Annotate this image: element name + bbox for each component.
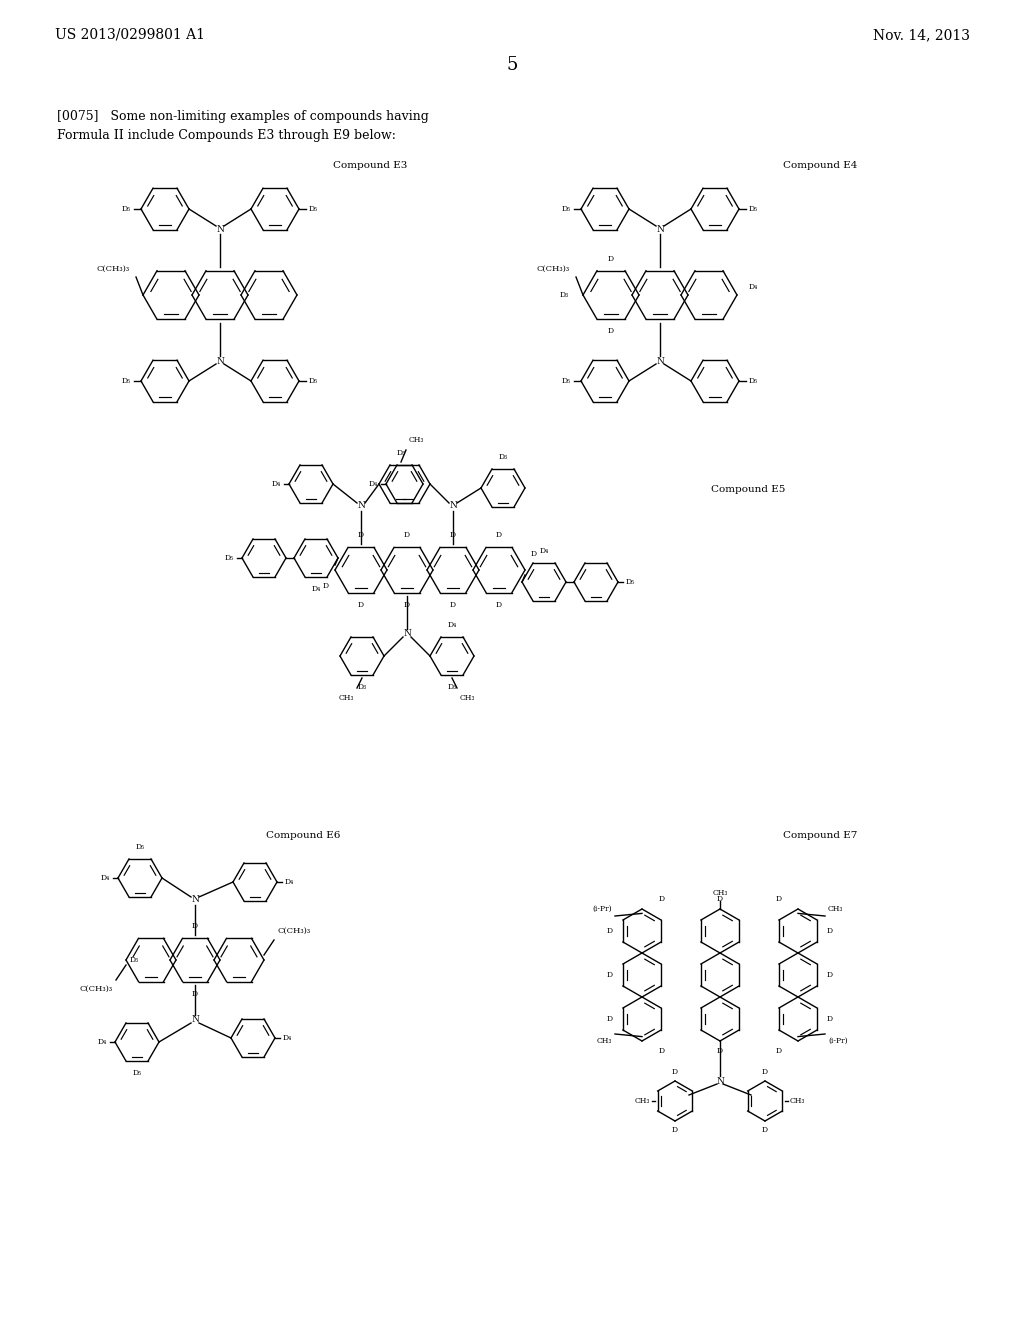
Text: D₃: D₃ xyxy=(357,682,367,690)
Text: C(CH₃)₃: C(CH₃)₃ xyxy=(537,265,570,273)
Text: D₅: D₅ xyxy=(225,554,234,562)
Text: D₄: D₄ xyxy=(100,874,110,882)
Text: D: D xyxy=(607,927,613,935)
Text: D: D xyxy=(672,1126,678,1134)
Text: D₅: D₅ xyxy=(562,378,571,385)
Text: D: D xyxy=(717,895,723,903)
Text: N: N xyxy=(216,224,224,234)
Text: D: D xyxy=(323,582,329,590)
Text: CH₃: CH₃ xyxy=(339,694,354,702)
Text: N: N xyxy=(216,356,224,366)
Text: D₃: D₃ xyxy=(499,453,508,461)
Text: N: N xyxy=(403,630,411,639)
Text: N: N xyxy=(191,1015,199,1024)
Text: CH₃: CH₃ xyxy=(409,436,424,444)
Text: D₅: D₅ xyxy=(309,205,318,213)
Text: Compound E7: Compound E7 xyxy=(782,830,857,840)
Text: D₄: D₄ xyxy=(311,585,321,593)
Text: D: D xyxy=(775,1047,781,1055)
Text: Nov. 14, 2013: Nov. 14, 2013 xyxy=(873,28,970,42)
Text: D: D xyxy=(608,255,614,263)
Text: D₅: D₅ xyxy=(135,843,144,851)
Text: C(CH₃)₃: C(CH₃)₃ xyxy=(278,927,310,935)
Text: CH₃: CH₃ xyxy=(828,906,844,913)
Text: Compound E5: Compound E5 xyxy=(711,486,785,495)
Text: D: D xyxy=(607,1015,613,1023)
Text: D₄: D₄ xyxy=(369,480,378,488)
Text: N: N xyxy=(450,502,457,511)
Text: 5: 5 xyxy=(506,55,518,74)
Text: C(CH₃)₃: C(CH₃)₃ xyxy=(97,265,130,273)
Text: D₃: D₃ xyxy=(130,956,139,964)
Text: (i-Pr): (i-Pr) xyxy=(592,906,612,913)
Text: Compound E4: Compound E4 xyxy=(782,161,857,169)
Text: D: D xyxy=(450,531,456,539)
Text: N: N xyxy=(716,1077,724,1085)
Text: N: N xyxy=(357,502,365,511)
Text: CH₃: CH₃ xyxy=(790,1097,805,1105)
Text: D: D xyxy=(775,895,781,903)
Text: C(CH₃)₃: C(CH₃)₃ xyxy=(80,985,113,993)
Text: D: D xyxy=(762,1068,768,1076)
Text: D: D xyxy=(450,601,456,609)
Text: (i-Pr): (i-Pr) xyxy=(828,1038,848,1045)
Text: D₄: D₄ xyxy=(271,480,281,488)
Text: D₅: D₅ xyxy=(132,1069,141,1077)
Text: Compound E6: Compound E6 xyxy=(266,830,340,840)
Text: N: N xyxy=(656,224,664,234)
Text: D₅: D₅ xyxy=(122,378,131,385)
Text: D: D xyxy=(827,1015,834,1023)
Text: D: D xyxy=(191,921,198,931)
Text: D: D xyxy=(496,601,502,609)
Text: D: D xyxy=(717,1047,723,1055)
Text: CH₃: CH₃ xyxy=(597,1038,612,1045)
Text: D: D xyxy=(608,327,614,335)
Text: N: N xyxy=(656,356,664,366)
Text: D: D xyxy=(358,531,365,539)
Text: D₄: D₄ xyxy=(283,1034,292,1041)
Text: D: D xyxy=(658,1047,665,1055)
Text: [0075]   Some non-limiting examples of compounds having
Formula II include Compo: [0075] Some non-limiting examples of com… xyxy=(57,110,429,143)
Text: D₅: D₅ xyxy=(749,378,758,385)
Text: D: D xyxy=(530,550,537,558)
Text: US 2013/0299801 A1: US 2013/0299801 A1 xyxy=(55,28,205,42)
Text: D: D xyxy=(762,1126,768,1134)
Text: D₅: D₅ xyxy=(626,578,635,586)
Text: D: D xyxy=(827,927,834,935)
Text: D₄: D₄ xyxy=(749,282,758,290)
Text: D: D xyxy=(496,531,502,539)
Text: D: D xyxy=(658,895,665,903)
Text: CH₃: CH₃ xyxy=(635,1097,650,1105)
Text: D₅: D₅ xyxy=(749,205,758,213)
Text: D: D xyxy=(403,531,410,539)
Text: D: D xyxy=(607,972,613,979)
Text: D: D xyxy=(191,990,198,998)
Text: D: D xyxy=(827,972,834,979)
Text: D₄: D₄ xyxy=(447,620,457,630)
Text: D₄: D₄ xyxy=(97,1038,106,1045)
Text: CH₃: CH₃ xyxy=(460,694,475,702)
Text: D₃: D₃ xyxy=(396,449,406,457)
Text: D₅: D₅ xyxy=(309,378,318,385)
Text: D: D xyxy=(672,1068,678,1076)
Text: D₅: D₅ xyxy=(122,205,131,213)
Text: D₄: D₄ xyxy=(285,878,294,886)
Text: D₅: D₅ xyxy=(562,205,571,213)
Text: D: D xyxy=(403,601,410,609)
Text: CH₃: CH₃ xyxy=(713,888,728,898)
Text: N: N xyxy=(191,895,199,904)
Text: D: D xyxy=(358,601,365,609)
Text: D₄: D₄ xyxy=(540,546,549,554)
Text: D₃: D₃ xyxy=(559,290,568,300)
Text: Compound E3: Compound E3 xyxy=(333,161,408,169)
Text: D₃: D₃ xyxy=(447,682,457,690)
